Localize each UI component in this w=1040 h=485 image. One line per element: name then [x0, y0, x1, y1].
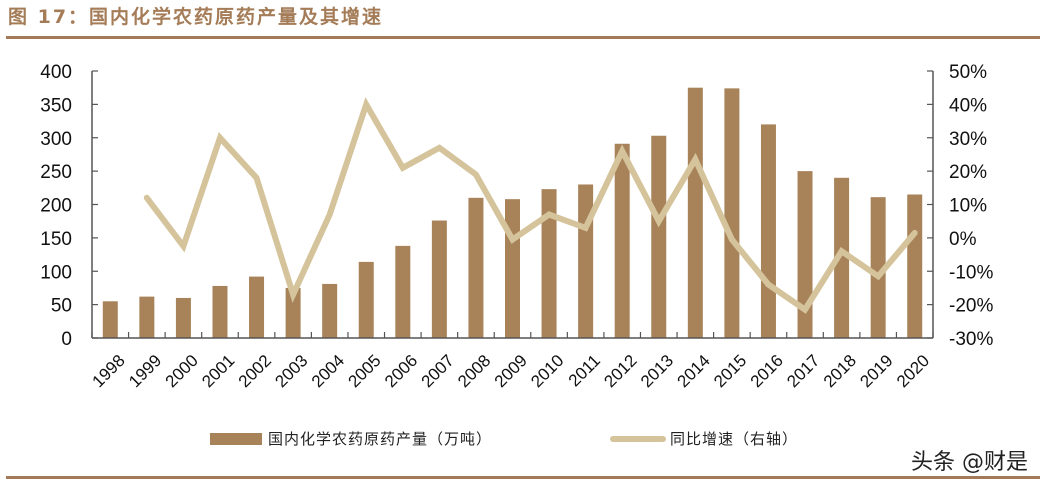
- bar-series: [102, 87, 923, 339]
- bar-2015: [724, 88, 740, 338]
- bar-swatch-icon: [210, 432, 262, 445]
- x-tick-label: 2003: [271, 351, 311, 391]
- bar-2013: [651, 135, 667, 338]
- bar-2020: [907, 194, 923, 338]
- x-tick-label: 2010: [527, 351, 567, 391]
- x-tick-label: 2018: [820, 351, 860, 391]
- bar-2016: [760, 124, 776, 339]
- x-tick-label: 2016: [747, 351, 787, 391]
- x-tick-label: 2014: [674, 351, 714, 391]
- x-axis: 1998199920002001200220032004200520062007…: [89, 332, 934, 391]
- right-tick-label: -30%: [949, 329, 993, 350]
- left-tick-label: 400: [40, 62, 72, 83]
- line-swatch-icon: [610, 435, 666, 442]
- x-tick-label: 2013: [637, 351, 677, 391]
- right-tick-label: 10%: [949, 196, 987, 217]
- legend-item-growth: 同比增速（右轴）: [610, 428, 798, 449]
- bar-2011: [578, 184, 594, 338]
- right-tick-label: 0%: [949, 229, 977, 250]
- bar-2019: [870, 197, 886, 338]
- right-y-axis: -30% -20% -10% 0% 10% 20% 30% 40% 50%: [927, 62, 993, 350]
- bar-2018: [834, 177, 850, 338]
- bar-2003: [285, 287, 301, 338]
- top-divider: [6, 36, 1040, 39]
- right-tick-label: 30%: [949, 129, 987, 150]
- bar-2007: [431, 220, 447, 338]
- bar-2014: [687, 87, 703, 338]
- right-tick-label: 50%: [949, 62, 987, 83]
- x-tick-label: 2004: [308, 351, 348, 391]
- right-tick-label: 20%: [949, 162, 987, 183]
- bar-2010: [541, 189, 557, 338]
- bar-2012: [614, 143, 630, 338]
- x-tick-label: 2006: [381, 351, 421, 391]
- left-tick-label: 200: [40, 196, 72, 217]
- x-tick-label: 2015: [710, 351, 750, 391]
- bar-2017: [797, 171, 813, 338]
- left-tick-label: 50: [51, 296, 72, 317]
- bar-2008: [468, 197, 484, 338]
- x-tick-label: 2000: [162, 351, 202, 391]
- chart-title: 图 17：国内化学农药原药产量及其增速: [8, 6, 384, 28]
- x-tick-label: 2005: [345, 351, 385, 391]
- x-tick-label: 1999: [125, 351, 165, 391]
- bottom-divider: [6, 476, 1040, 479]
- x-tick-label: 2002: [235, 351, 275, 391]
- left-tick-label: 300: [40, 129, 72, 150]
- left-y-axis: 0 50 100 150 200 250 300 350 400: [40, 62, 98, 350]
- x-tick-label: 2020: [893, 351, 933, 391]
- x-tick-label: 2012: [600, 351, 640, 391]
- legend-label-growth: 同比增速（右轴）: [670, 430, 799, 448]
- left-tick-label: 350: [40, 95, 72, 116]
- line-series: [143, 97, 918, 314]
- right-tick-label: -20%: [949, 296, 993, 317]
- combo-chart: 0 50 100 150 200 250 300 350 400 -30% -20% -10% 0% 1…: [40, 62, 993, 391]
- bar-2000: [175, 297, 191, 338]
- legend-label-production: 国内化学农药原药产量（万吨）: [268, 430, 493, 448]
- right-tick-label: -10%: [949, 262, 993, 283]
- x-tick-label: 2011: [565, 351, 604, 390]
- left-tick-label: 0: [61, 329, 72, 350]
- legend: 国内化学农药原药产量（万吨） 同比增速（右轴）: [0, 428, 1040, 450]
- legend-item-production: 国内化学农药原药产量（万吨）: [210, 428, 492, 449]
- x-tick-label: 2007: [418, 351, 458, 391]
- bar-1999: [139, 296, 155, 338]
- x-tick-label: 2017: [783, 351, 823, 391]
- growth-line: [143, 97, 918, 314]
- x-tick-label: 1998: [89, 351, 129, 391]
- x-tick-label: 2008: [454, 351, 494, 391]
- bar-2005: [358, 261, 374, 338]
- x-tick-label: 2019: [856, 351, 896, 391]
- x-tick-label: 2001: [198, 351, 238, 391]
- right-tick-label: 40%: [949, 95, 987, 116]
- left-tick-label: 150: [40, 229, 72, 250]
- bar-2009: [505, 199, 520, 338]
- watermark: 头条 @财是: [911, 450, 1028, 475]
- x-tick-label: 2009: [491, 351, 531, 391]
- bar-2004: [322, 283, 338, 338]
- bar-1998: [102, 301, 118, 338]
- bar-2001: [212, 285, 228, 338]
- bar-2006: [395, 245, 411, 338]
- left-tick-label: 100: [40, 262, 72, 283]
- left-tick-label: 250: [40, 162, 72, 183]
- bar-2002: [249, 276, 265, 338]
